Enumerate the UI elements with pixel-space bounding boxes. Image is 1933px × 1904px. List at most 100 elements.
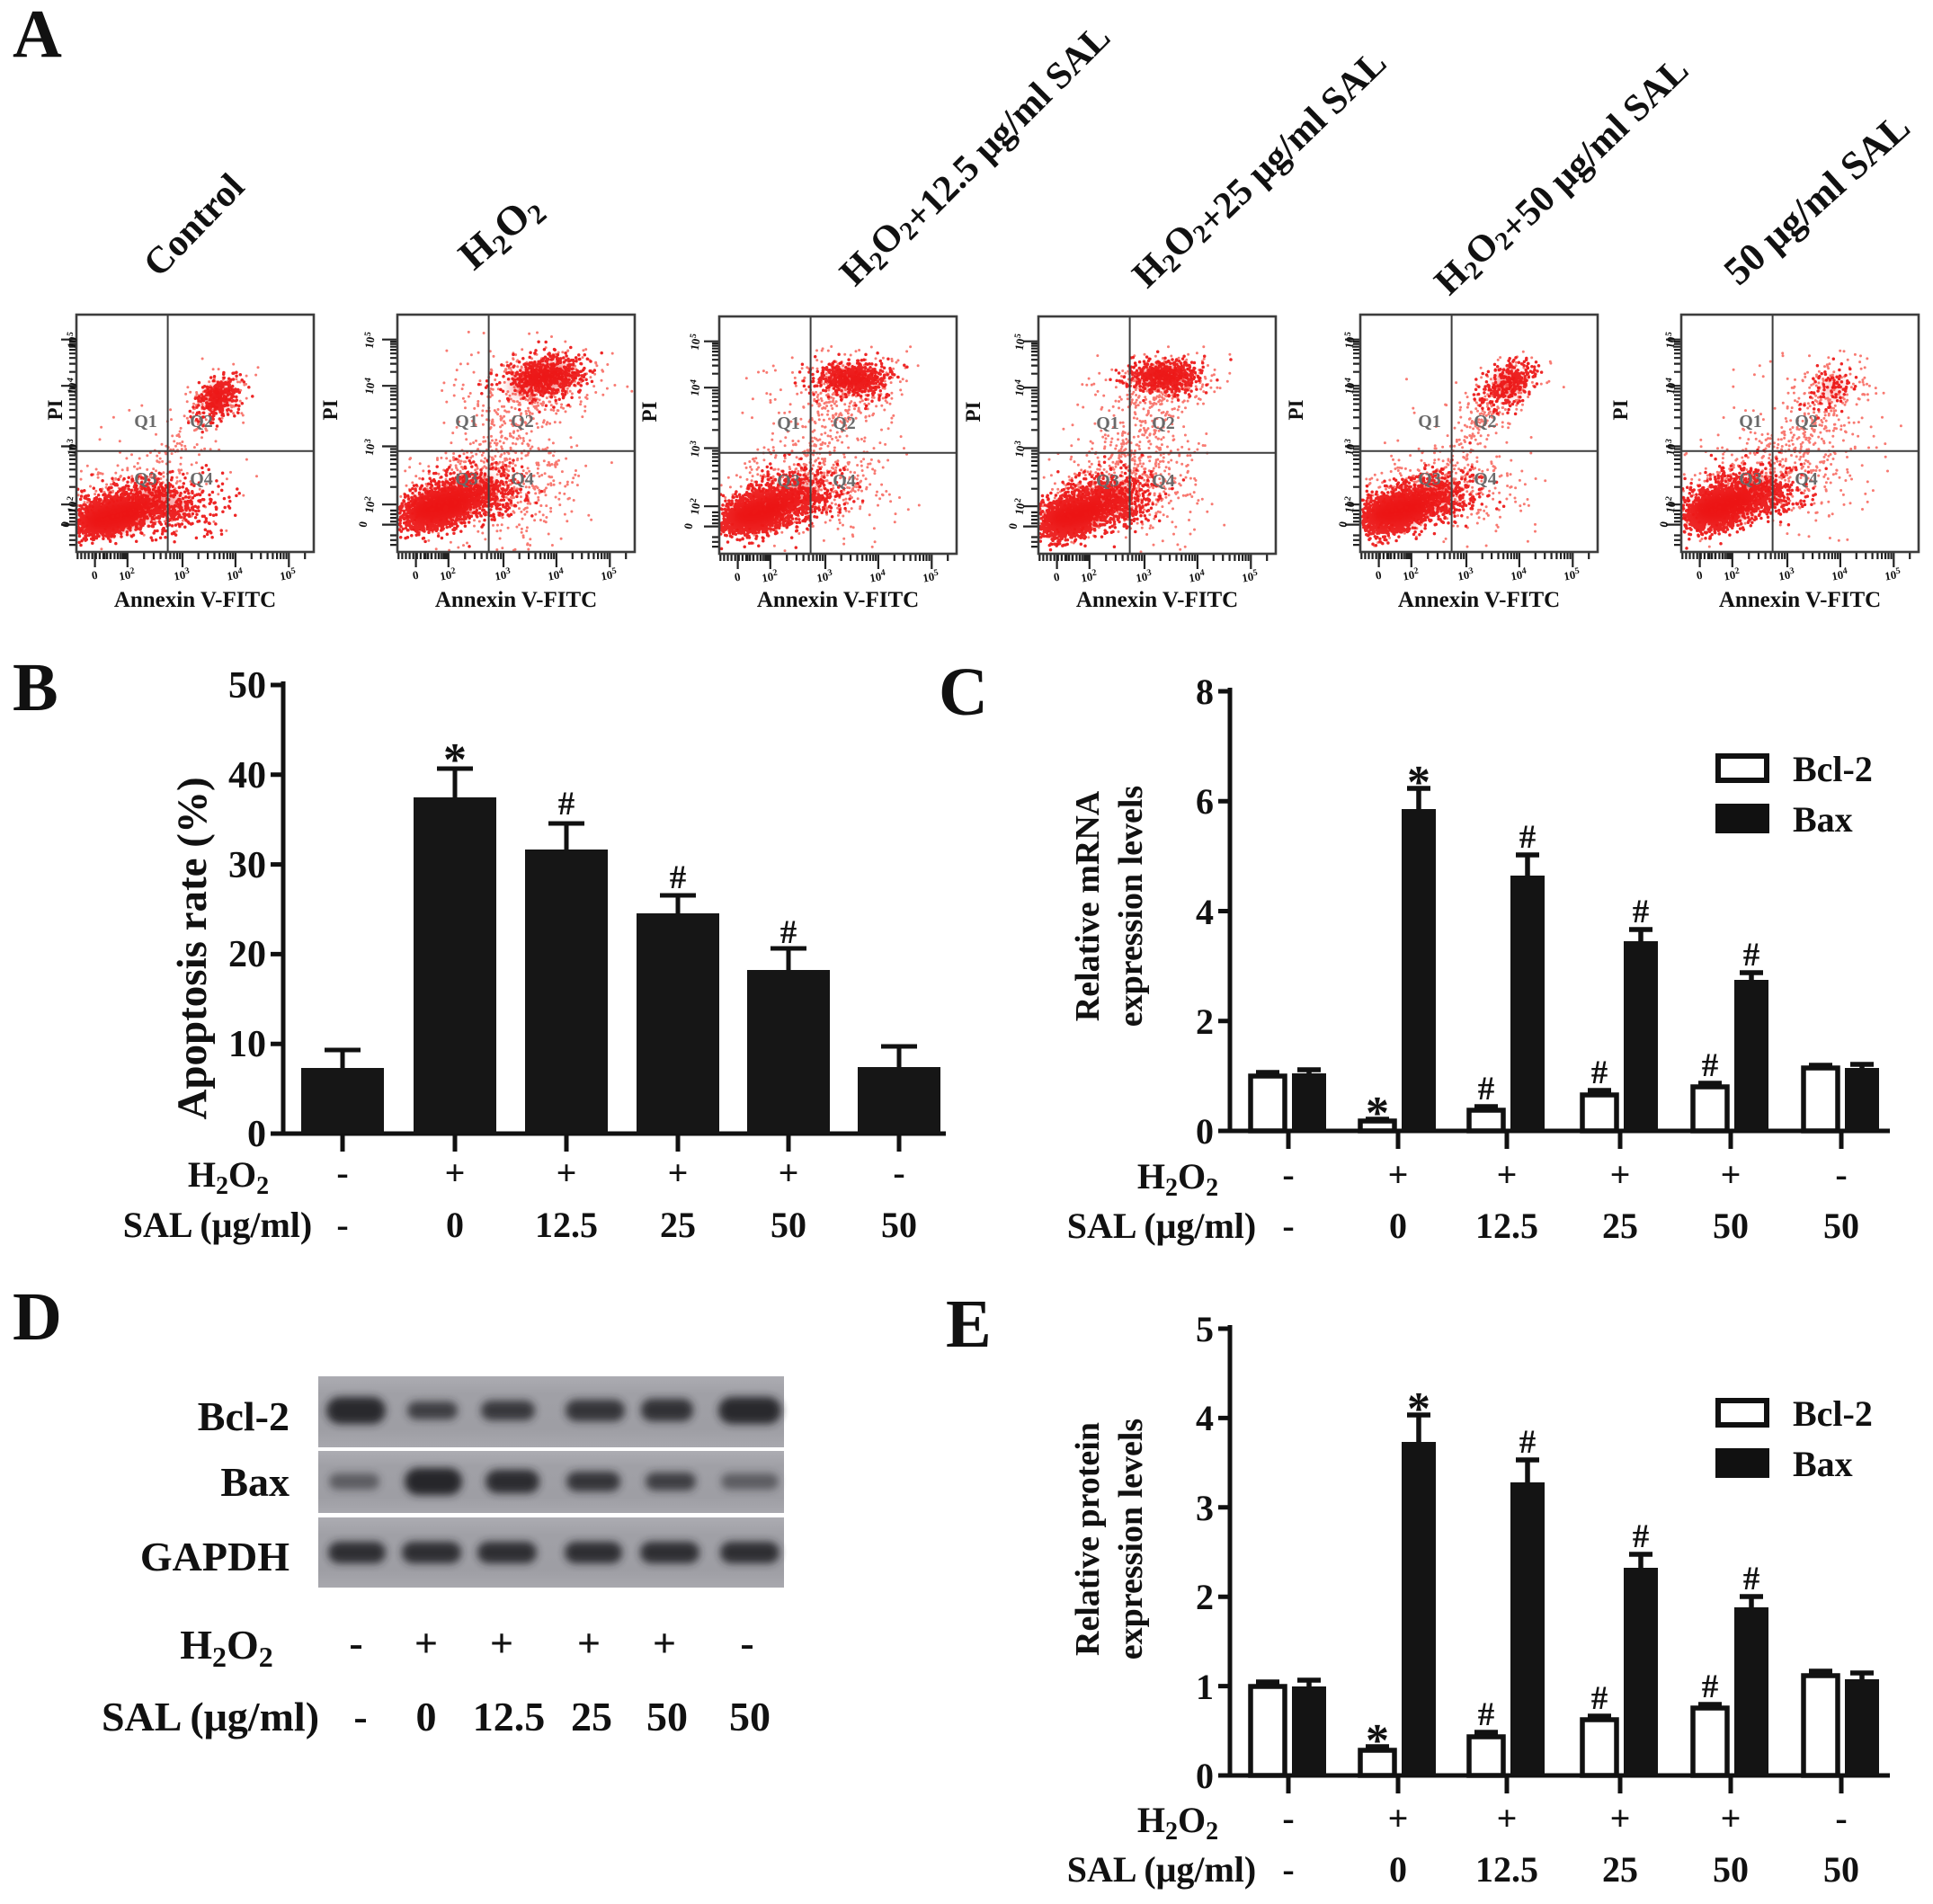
svg-text:1: 1 [1196,1667,1214,1707]
svg-text:H2O2: H2O2 [188,1154,269,1200]
svg-text:Bax: Bax [1793,1444,1853,1484]
svg-text:-: - [893,1152,904,1193]
svg-text:-: - [1282,1154,1294,1195]
svg-text:0: 0 [1696,568,1704,583]
svg-text:2: 2 [1196,1001,1214,1042]
svg-text:H2O2: H2O2 [180,1622,273,1673]
svg-text:+: + [1610,1154,1631,1195]
svg-text:Q2: Q2 [1152,414,1175,433]
svg-text:-: - [336,1205,348,1245]
svg-text:E: E [946,1286,992,1362]
svg-text:B: B [13,650,58,725]
svg-text:Annexin V-FITC: Annexin V-FITC [1076,588,1238,612]
svg-text:50: 50 [729,1694,771,1739]
svg-text:50: 50 [1713,1849,1749,1890]
svg-text:C: C [939,654,988,730]
svg-text:25: 25 [571,1694,612,1739]
svg-text:Q2: Q2 [833,414,856,433]
svg-text:Apoptosis rate (%): Apoptosis rate (%) [169,777,216,1119]
svg-text:+: + [1388,1154,1409,1195]
svg-text:0: 0 [412,568,420,583]
svg-text:Q4: Q4 [833,471,856,491]
svg-text:+: + [1497,1154,1518,1195]
svg-text:expression levels: expression levels [1112,1419,1150,1659]
svg-text:0: 0 [247,1114,266,1155]
svg-text:Bcl-2: Bcl-2 [1793,749,1873,789]
svg-text:50: 50 [1713,1206,1749,1246]
svg-text:+: + [668,1152,689,1193]
svg-text:0: 0 [1196,1756,1214,1796]
svg-text:0: 0 [734,570,742,584]
svg-text:10: 10 [228,1024,266,1065]
svg-text:8: 8 [1196,672,1214,712]
svg-text:SAL (μg/ml): SAL (μg/ml) [1067,1206,1256,1246]
svg-text:Annexin V-FITC: Annexin V-FITC [1398,588,1560,612]
svg-text:Q2: Q2 [511,412,534,432]
svg-text:0: 0 [1336,520,1350,529]
svg-text:Q4: Q4 [1474,469,1497,489]
svg-text:0: 0 [1657,520,1671,529]
svg-text:30: 30 [228,845,266,886]
svg-text:*: * [1366,1715,1389,1766]
svg-text:#: # [670,859,687,896]
svg-text:PI: PI [638,401,661,422]
svg-text:*: * [1407,1384,1430,1435]
svg-text:Relative mRNA: Relative mRNA [1069,790,1107,1021]
svg-text:SAL (μg/ml): SAL (μg/ml) [102,1694,319,1739]
svg-text:expression levels: expression levels [1112,786,1150,1027]
svg-text:Bax: Bax [220,1459,290,1505]
svg-text:Q2: Q2 [1795,412,1818,432]
svg-text:-: - [1835,1154,1847,1195]
svg-text:Q4: Q4 [1152,471,1175,491]
svg-text:50: 50 [1823,1206,1859,1246]
svg-text:Q4: Q4 [190,469,213,489]
svg-text:#: # [780,914,797,951]
svg-text:Bax: Bax [1793,799,1853,840]
svg-text:0: 0 [446,1205,464,1245]
svg-text:+: + [779,1152,799,1193]
svg-text:#: # [1702,1047,1719,1084]
svg-text:#: # [1519,819,1537,856]
svg-text:2: 2 [1196,1577,1214,1617]
svg-text:12.5: 12.5 [1475,1849,1538,1890]
svg-text:Q1: Q1 [134,412,157,432]
svg-text:Q1: Q1 [1739,412,1762,432]
svg-text:Bcl-2: Bcl-2 [1793,1393,1873,1434]
svg-text:-: - [1835,1798,1847,1838]
svg-text:+: + [1388,1798,1409,1838]
svg-text:-: - [1282,1798,1294,1838]
svg-text:#: # [1633,894,1650,930]
svg-text:#: # [1519,1424,1537,1461]
svg-text:25: 25 [1602,1849,1638,1890]
svg-text:*: * [443,734,467,786]
svg-text:+: + [445,1152,466,1193]
svg-text:+: + [414,1620,438,1666]
svg-text:-: - [336,1152,348,1193]
svg-text:-: - [1282,1206,1294,1246]
svg-text:-: - [349,1620,362,1666]
svg-text:+: + [490,1620,513,1666]
svg-text:#: # [1591,1680,1608,1717]
svg-text:-: - [740,1620,753,1666]
svg-text:0: 0 [1006,522,1020,530]
svg-text:0: 0 [1389,1206,1407,1246]
svg-text:Bcl-2: Bcl-2 [198,1393,290,1439]
svg-text:12.5: 12.5 [535,1205,598,1245]
svg-text:Q2: Q2 [190,412,213,432]
svg-text:GAPDH: GAPDH [140,1534,290,1579]
svg-text:Q3: Q3 [1418,469,1441,489]
svg-text:Q1: Q1 [1418,412,1441,432]
svg-text:Q1: Q1 [777,414,800,433]
svg-text:50: 50 [771,1205,806,1245]
svg-text:+: + [1497,1798,1518,1838]
svg-text:0: 0 [1375,568,1383,583]
svg-text:Q3: Q3 [455,469,478,489]
svg-text:#: # [1478,1071,1495,1108]
svg-text:+: + [557,1152,577,1193]
svg-text:Annexin V-FITC: Annexin V-FITC [1719,588,1881,612]
svg-text:*: * [1407,757,1430,808]
svg-text:25: 25 [660,1205,696,1245]
svg-text:0: 0 [1196,1111,1214,1152]
svg-text:Annexin V-FITC: Annexin V-FITC [114,588,276,612]
svg-text:#: # [1743,937,1760,974]
